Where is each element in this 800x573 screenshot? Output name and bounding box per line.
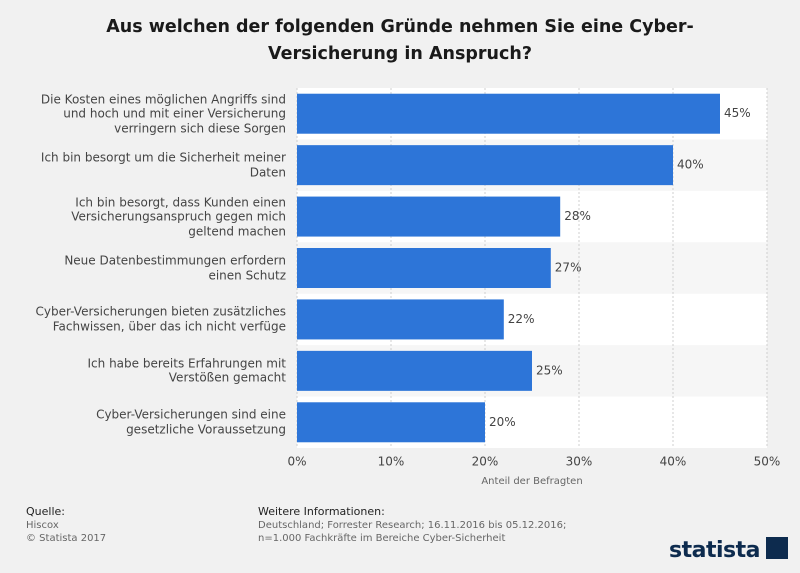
value-label: 45% bbox=[724, 106, 751, 120]
value-label: 25% bbox=[536, 363, 563, 377]
x-tick-label: 40% bbox=[660, 455, 687, 469]
logo: statista bbox=[669, 538, 760, 563]
source: Hiscox bbox=[26, 520, 59, 531]
info: Deutschland; Forrester Research; 16.11.2… bbox=[258, 520, 567, 544]
x-tick-label: 10% bbox=[378, 455, 405, 469]
value-label: 22% bbox=[508, 312, 535, 326]
copyright: © Statista 2017 bbox=[26, 533, 107, 544]
category-label: Ich bin besorgt, dass Kunden einen Versi… bbox=[71, 194, 286, 238]
bar bbox=[297, 145, 673, 186]
bar bbox=[297, 299, 504, 340]
value-label: 27% bbox=[555, 261, 582, 275]
bar bbox=[297, 402, 485, 443]
value-label: 28% bbox=[564, 209, 591, 223]
category-label: Ich bin besorgt um die Sicherheit meiner… bbox=[40, 150, 286, 180]
category-label: Ich habe bereits Erfahrungen mit Verstöß… bbox=[87, 356, 286, 385]
bar bbox=[297, 350, 532, 391]
x-axis-label: Anteil der Befragten bbox=[481, 476, 582, 487]
value-label: 40% bbox=[677, 158, 704, 172]
bar bbox=[297, 93, 720, 134]
bar bbox=[297, 248, 551, 288]
x-tick-label: 30% bbox=[566, 455, 593, 469]
category-label: Cyber-Versicherungen bieten zusätzliches… bbox=[35, 304, 286, 334]
value-label: 20% bbox=[489, 415, 516, 429]
bar bbox=[297, 196, 561, 237]
x-tick-label: 50% bbox=[754, 455, 781, 469]
source-block: Quelle: Hiscox © Statista 2017 bbox=[26, 505, 106, 545]
x-tick-label: 0% bbox=[287, 455, 306, 469]
chart-title: Aus welchen der folgenden Gründe nehmen … bbox=[106, 17, 694, 64]
category-label: Neue Datenbestimmungen erfordern einen S… bbox=[64, 253, 286, 283]
info-heading: Weitere Informationen: bbox=[258, 505, 385, 518]
info-block: Weitere Informationen: Deutschland; Forr… bbox=[258, 505, 578, 545]
category-label: Cyber-Versicherungen sind eine gesetzlic… bbox=[96, 407, 286, 437]
source-heading: Quelle: bbox=[26, 505, 65, 518]
category-label: Die Kosten eines möglichen Angriffs sind… bbox=[40, 91, 286, 135]
logo-icon bbox=[766, 537, 788, 559]
x-tick-label: 20% bbox=[472, 455, 499, 469]
